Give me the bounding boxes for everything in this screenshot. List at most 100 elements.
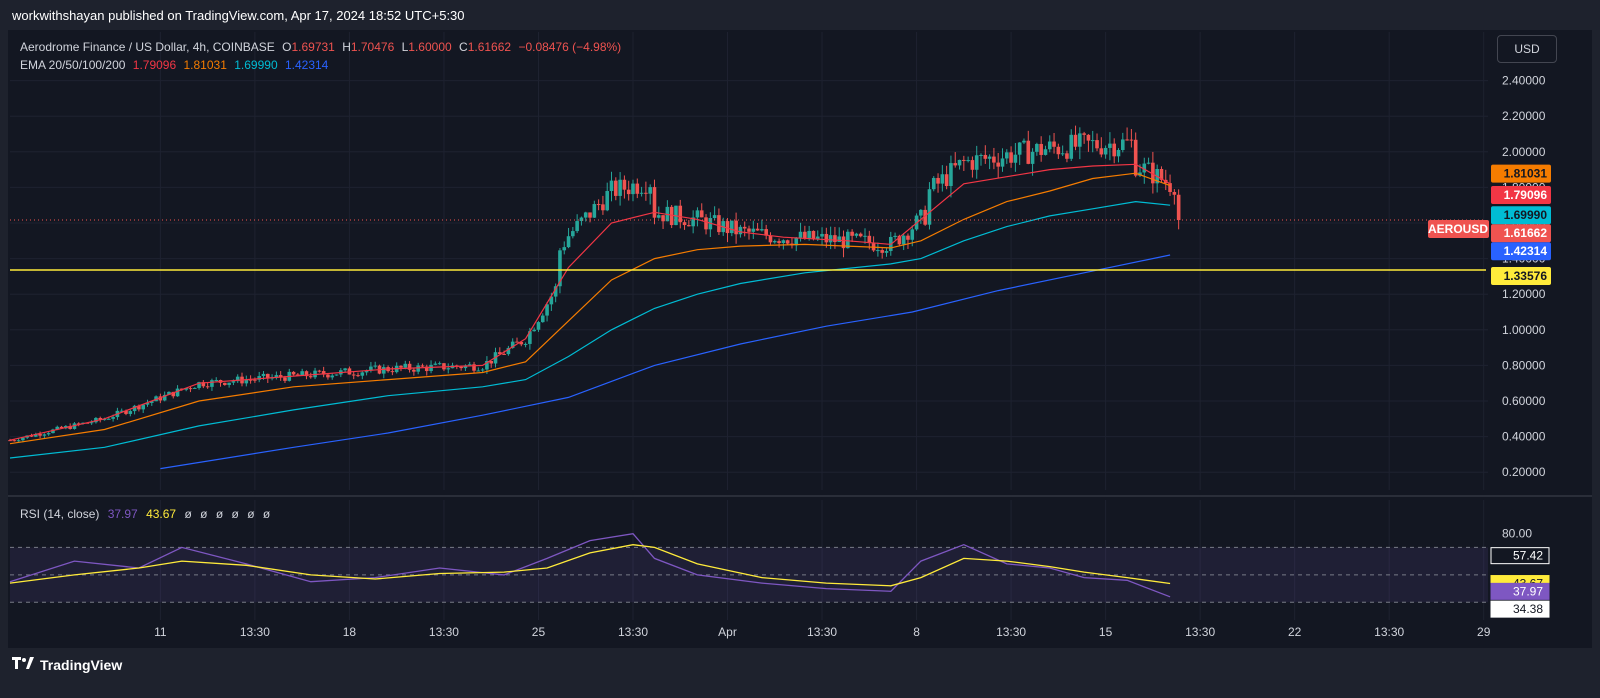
x-tick-label: 15 [1099, 625, 1113, 639]
candle-body [334, 374, 339, 376]
price-axis: 2.400002.200002.000001.800001.600001.400… [1490, 74, 1550, 618]
candle-body [867, 235, 872, 244]
x-tick-label: 13:30 [807, 625, 837, 639]
x-tick-label: 13:30 [1185, 625, 1215, 639]
candle-body [132, 405, 137, 412]
y-tick-label: 2.40000 [1502, 74, 1546, 88]
candle-body [356, 375, 360, 377]
candle-body [717, 215, 721, 233]
ema-line-2 [9, 172, 1171, 445]
candle-body [364, 370, 369, 373]
candle-body [231, 381, 236, 383]
candle-body [304, 371, 309, 377]
grid-lines [8, 32, 1592, 620]
candle-body [107, 418, 111, 420]
candle-body [519, 341, 524, 345]
candle-body [1069, 134, 1074, 159]
candle-body [966, 160, 970, 162]
close-label: C [459, 40, 468, 54]
candle-body [248, 379, 253, 381]
candle-body [1013, 154, 1018, 163]
candle-body [1129, 139, 1134, 141]
candle-body [566, 236, 571, 248]
candle-body [1151, 162, 1155, 184]
footer-brand[interactable]: TradingView [12, 656, 122, 673]
top-bar: workwithshayan published on TradingView.… [0, 0, 1600, 30]
candle-body [811, 230, 816, 240]
candle-body [785, 240, 790, 244]
candle-body [631, 183, 635, 195]
rsi-lines [9, 533, 1171, 598]
ema-legend: EMA 20/50/100/200 1.79096 1.81031 1.6999… [20, 58, 332, 72]
candle-body [369, 366, 373, 371]
candle-body [820, 233, 824, 237]
candle-body [1000, 158, 1005, 167]
candle-body [278, 375, 283, 378]
candle-body [317, 370, 322, 372]
candle-body [235, 376, 240, 382]
candle-body [119, 410, 124, 412]
candle-body [1026, 140, 1031, 164]
candle-body [381, 367, 386, 374]
rsi-value: 37.97 [107, 507, 138, 521]
candle-body [351, 374, 356, 376]
candle-body [1056, 146, 1061, 155]
candle-body [807, 230, 811, 239]
candle-body [141, 404, 145, 410]
candle-body [137, 405, 141, 410]
candle-body [472, 364, 476, 371]
candle-body [622, 179, 627, 190]
candle-body [661, 215, 665, 222]
x-tick-label: 13:30 [996, 625, 1026, 639]
candle-body [360, 372, 365, 376]
symbol-tag-text: AEROUSD [1428, 222, 1488, 236]
candle-body [46, 433, 51, 435]
candle-body [1030, 151, 1035, 164]
candle-body [803, 231, 807, 239]
candle-body [768, 235, 773, 243]
rsi-value-text: 34.38 [1513, 602, 1543, 616]
candle-body [777, 241, 781, 244]
candle-body [76, 423, 81, 425]
candle-body [257, 376, 261, 380]
placeholder-2: ø [200, 507, 208, 521]
ema-lines [9, 163, 1486, 470]
ema-line-3 [9, 200, 1171, 459]
candle-body [21, 437, 25, 441]
candle-body [691, 217, 695, 227]
candle-body [1078, 133, 1082, 147]
candle-body [734, 220, 738, 235]
candle-body [158, 396, 163, 401]
candle-body [528, 331, 532, 344]
candle-body [1035, 143, 1039, 152]
candle-body [596, 204, 601, 206]
candle-body [897, 235, 902, 245]
rsi-value-text: 57.42 [1513, 549, 1543, 563]
y-tick-label: 0.40000 [1502, 430, 1546, 444]
candle-body [223, 382, 227, 385]
candle-body [476, 370, 481, 372]
candle-body [201, 382, 206, 387]
candle-body [635, 183, 640, 194]
publisher-line: workwithshayan published on TradingView.… [12, 8, 465, 23]
ema50-value: 1.81031 [183, 58, 227, 72]
chart-pane[interactable] [8, 30, 1592, 648]
ema-line-4 [160, 254, 1171, 470]
candle-body [644, 192, 648, 194]
price-label-box [1491, 267, 1551, 286]
candle-body [253, 379, 257, 381]
time-axis: 11 13:30 18 13:30 25 13:30 Apr 13:30 8 13:30 15 13:… [154, 625, 1491, 639]
candle-body [1022, 140, 1026, 143]
candle-body [1099, 148, 1104, 155]
candle-body [592, 204, 597, 218]
y-tick-label: 2.00000 [1502, 145, 1546, 159]
currency-button[interactable]: USD [1497, 35, 1557, 63]
candle-body [906, 235, 910, 240]
candle-body [601, 204, 605, 211]
candle-body [1103, 147, 1108, 155]
candle-body [562, 247, 567, 251]
candle-body [437, 363, 442, 365]
candle-body [747, 228, 751, 232]
candles [8, 125, 1181, 443]
